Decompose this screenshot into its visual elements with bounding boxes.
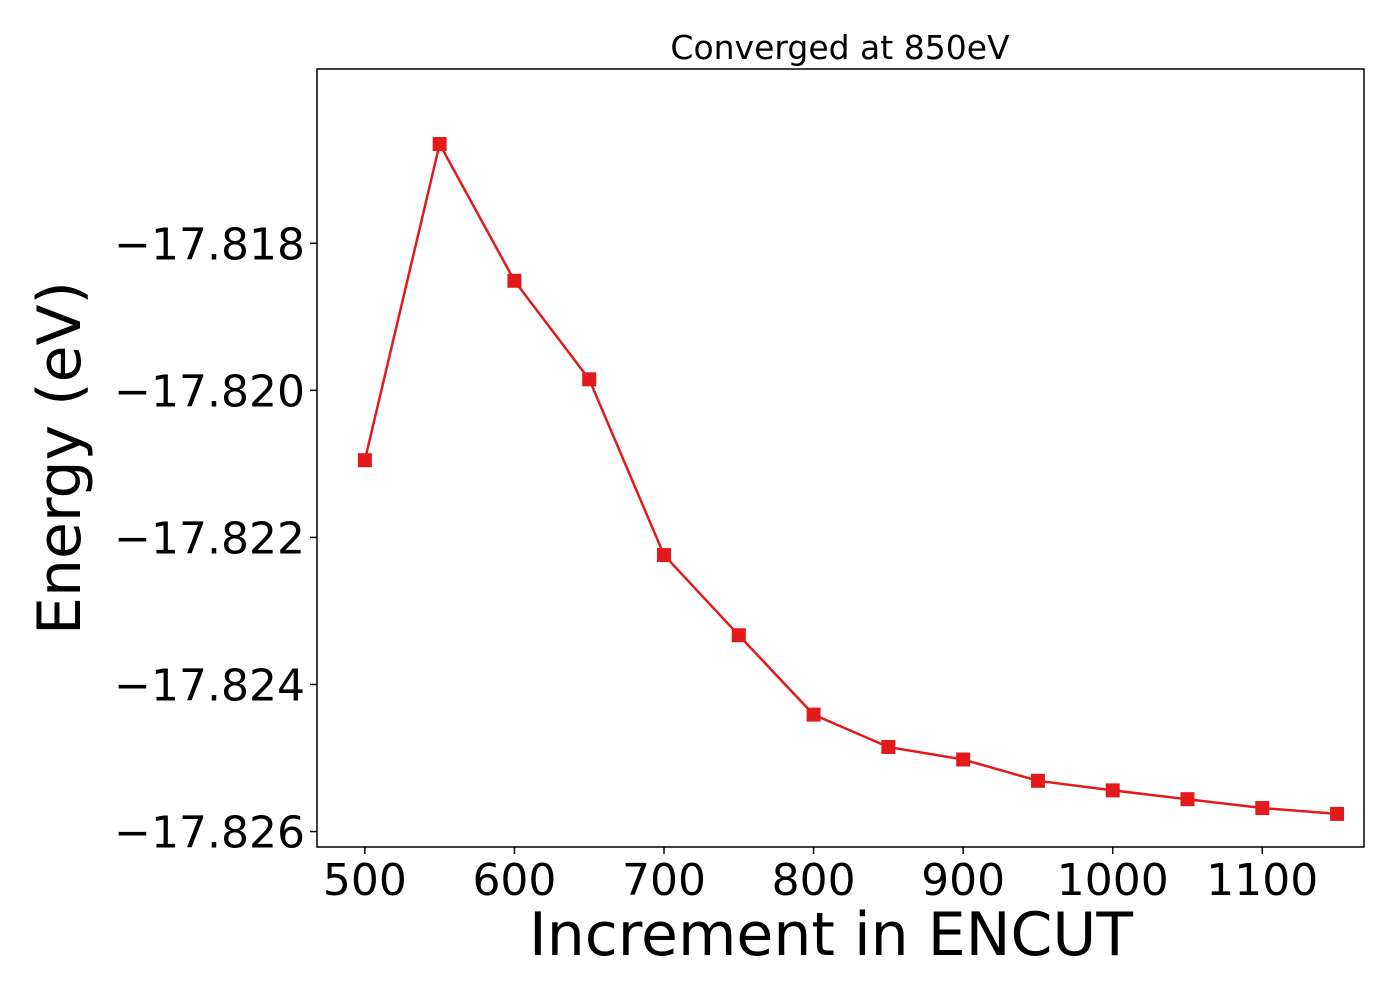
series-line [363, 142, 1338, 816]
x-tick-label: 700 [622, 855, 706, 906]
data-point-marker [507, 273, 522, 288]
x-tick-label: 800 [772, 855, 856, 906]
data-point-marker [881, 739, 896, 754]
data-point-marker [1180, 792, 1195, 807]
data-point-marker [956, 752, 971, 767]
data-point-marker [1105, 783, 1120, 798]
data-point-marker [582, 372, 597, 387]
x-tick-label: 1100 [1206, 855, 1318, 906]
y-tick-label: −17.822 [114, 513, 305, 564]
y-tick-label: −17.826 [114, 808, 305, 859]
x-tick-label: 900 [921, 855, 1005, 906]
data-point-marker [432, 137, 447, 152]
data-point-marker [1330, 806, 1345, 821]
x-tick-label: 500 [323, 855, 407, 906]
x-axis-label: Increment in ENCUT [529, 900, 1133, 970]
data-point-marker [806, 707, 821, 722]
data-point-marker [731, 628, 746, 643]
data-point-marker [1030, 773, 1045, 788]
x-tick-label: 1000 [1057, 855, 1169, 906]
y-tick-label: −17.820 [114, 366, 305, 417]
y-tick-label: −17.824 [114, 660, 305, 711]
data-point-marker [1255, 801, 1270, 816]
y-tick-label: −17.818 [114, 219, 305, 270]
data-point-marker [657, 548, 672, 563]
x-tick-label: 600 [472, 855, 556, 906]
y-axis-label: Energy (eV) [25, 281, 95, 635]
y-axis-ticks: −17.818 −17.820 −17.822 −17.824 −17.826 [114, 219, 317, 859]
series-layer [357, 137, 1345, 821]
chart-title: Converged at 850eV [670, 28, 1010, 67]
plot-frame [316, 68, 1365, 848]
x-axis-ticks: 500 600 700 800 900 1000 1100 [323, 847, 1318, 906]
data-point-marker [357, 453, 372, 468]
